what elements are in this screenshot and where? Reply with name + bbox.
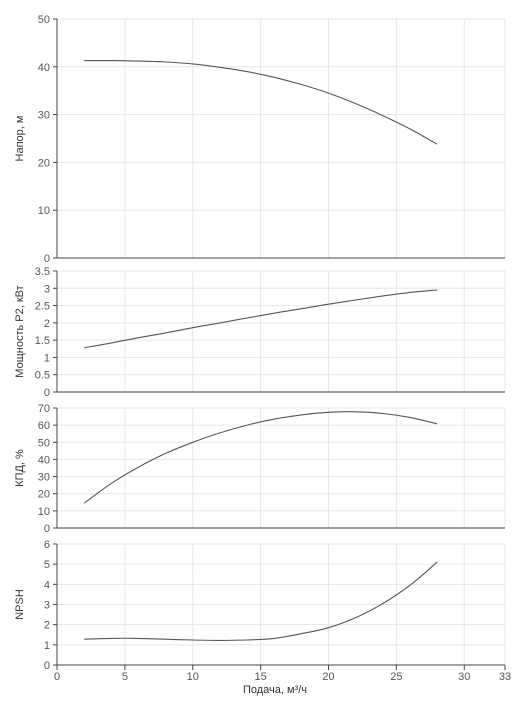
y-tick-label: 20 [38, 157, 50, 169]
y-tick-label: 30 [38, 110, 50, 122]
y-tick-label: 50 [38, 14, 50, 26]
chart-panel-4: 0 1 2 3 4 5 6 NPSH 0 5 10 15 20 25 30 33 Подача, м³/ч [14, 539, 511, 696]
y-tick-label: 6 [44, 539, 50, 551]
series-line-4-1 [84, 561, 438, 641]
y-tick-label: 70 [38, 403, 50, 415]
y-tick-label: 5 [44, 559, 50, 571]
y-tick-label: 3.5 [35, 266, 50, 278]
x-tick-label: 0 [54, 671, 60, 683]
chart-panel-2: 0 0.5 1 1.5 2 2.5 3 3.5 Мощность P2, кВт [14, 266, 506, 399]
y-tick-label: 2 [44, 620, 50, 632]
x-tick-label: 15 [255, 671, 267, 683]
chart-panel-1: 0 10 20 30 40 50 Напор, м [14, 14, 506, 265]
series-line-1-1 [84, 60, 438, 145]
y-tick-label: 3 [44, 600, 50, 612]
series-line-3-1 [83, 411, 438, 504]
y-tick-label: 10 [38, 205, 50, 217]
y-tick-label: 0 [44, 660, 50, 672]
chart-panel-3: 0 10 20 30 40 50 60 70 КПД, % [14, 403, 506, 535]
y-tick-label: 20 [38, 489, 50, 501]
series-line-2-1 [84, 289, 438, 349]
y-tick-label: 40 [38, 454, 50, 466]
x-tick-label: 20 [322, 671, 334, 683]
y-tick-label: 3 [44, 283, 50, 295]
y-axis-title: Мощность P2, кВт [14, 285, 26, 377]
y-tick-label: 50 [38, 437, 50, 449]
y-tick-label: 1.5 [35, 335, 50, 347]
y-tick-label: 0 [44, 387, 50, 399]
y-tick-label: 0 [44, 523, 50, 535]
y-tick-label: 2 [44, 318, 50, 330]
x-axis-title: Подача, м³/ч [243, 684, 307, 696]
y-tick-label: 2.5 [35, 301, 50, 313]
y-tick-label: 30 [38, 472, 50, 484]
x-tick-label: 5 [122, 671, 128, 683]
y-tick-label: 40 [38, 62, 50, 74]
x-tick-label: 33 [499, 671, 511, 683]
y-tick-label: 0 [44, 253, 50, 265]
y-tick-label: 4 [44, 579, 50, 591]
y-axis-title: КПД, % [14, 449, 26, 487]
y-tick-label: 60 [38, 420, 50, 432]
y-tick-label: 0.5 [35, 370, 50, 382]
y-tick-label: 1 [44, 640, 50, 652]
y-axis-title: NPSH [14, 589, 26, 620]
y-axis-title: Напор, м [14, 116, 26, 162]
x-tick-label: 30 [458, 671, 470, 683]
y-tick-label: 1 [44, 352, 50, 364]
y-tick-label: 10 [38, 506, 50, 518]
x-tick-label: 25 [390, 671, 402, 683]
x-tick-label: 10 [187, 671, 199, 683]
